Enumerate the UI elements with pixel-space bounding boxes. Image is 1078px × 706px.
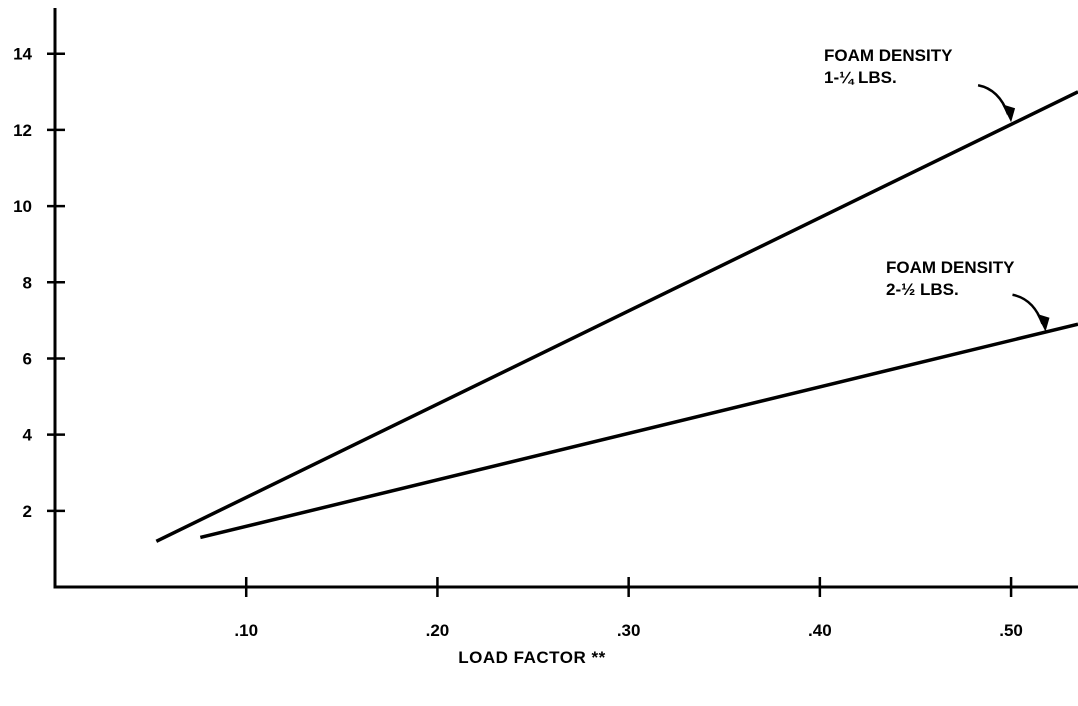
annotation-label-line1: FOAM DENSITY [886, 258, 1015, 277]
y-tick-label: 10 [13, 197, 32, 216]
y-axis-ticks: 2 4 6 8 10 12 14 [13, 45, 65, 521]
series-line-2 [199, 322, 1078, 540]
x-tick-label: .10 [234, 621, 258, 640]
y-tick-label: 2 [23, 502, 32, 521]
axes [53, 8, 1078, 589]
annotation-arrow-head [1036, 313, 1050, 332]
y-tick-label: 8 [23, 273, 32, 292]
series-line-1 [155, 90, 1078, 543]
x-tick-label: .30 [617, 621, 641, 640]
series-lines [155, 90, 1078, 543]
y-tick-label: 12 [13, 121, 32, 140]
annotation-label-line2: 1-¼ LBS. [824, 68, 897, 87]
y-tick-label: 14 [13, 45, 32, 64]
y-tick-label: 4 [23, 426, 33, 445]
y-tick-label: 6 [23, 349, 32, 368]
annotation-label-line2: 2-½ LBS. [886, 280, 959, 299]
annotation-arrow-head [1002, 104, 1016, 123]
x-axis-ticks: .10 .20 .30 .40 .50 [234, 577, 1023, 640]
annotation-arrow-shaft [1012, 293, 1044, 325]
x-tick-label: .50 [999, 621, 1023, 640]
x-tick-label: .40 [808, 621, 832, 640]
annotation-arrow-shaft [977, 84, 1010, 115]
x-axis-label: LOAD FACTOR ** [458, 648, 605, 667]
annotations: FOAM DENSITY 1-¼ LBS. FOAM DENSITY 2-½ LBS. [824, 46, 1050, 332]
annotation-label-line1: FOAM DENSITY [824, 46, 953, 65]
x-tick-label: .20 [426, 621, 450, 640]
